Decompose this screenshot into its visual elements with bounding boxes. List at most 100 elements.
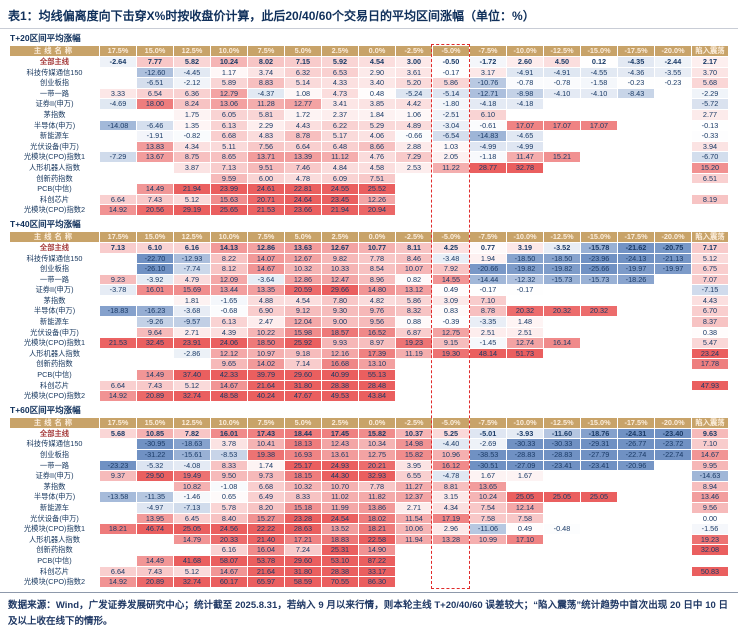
value-cell: 2.60 [507, 57, 543, 67]
table-row: 茅指数 10.82 -1.08 6.68 10.32 10.70 7.78 11.27 8.81… [10, 481, 728, 492]
value-cell: 21.53 [100, 338, 136, 348]
value-cell: 0.48 [369, 88, 385, 98]
value-cell: 23.99 [211, 184, 247, 194]
value-cell: 3.33 [100, 88, 136, 99]
value-cell: -20.96 [618, 460, 654, 471]
value-cell [100, 556, 136, 566]
value-cell: 6.10 [137, 242, 173, 253]
value-cell: 13.28 [433, 534, 469, 545]
value-cell: 14.13 [211, 242, 247, 253]
value-cell: 13.35 [248, 285, 284, 295]
value-cell [655, 163, 691, 173]
value-cell: -4.78 [433, 471, 469, 481]
value-cell [470, 391, 506, 401]
value-cell: 6.48 [322, 141, 358, 152]
value-cell: 13.10 [359, 359, 395, 370]
value-cell: 24.64 [285, 194, 321, 205]
value-cell [655, 205, 691, 215]
value-cell: 7.10 [692, 439, 728, 449]
value-cell: 1.67 [507, 471, 543, 481]
value-cell: 11.94 [396, 534, 432, 545]
value-cell: 8.81 [433, 481, 469, 492]
value-cell [507, 296, 543, 306]
value-cell: -1.72 [470, 57, 506, 67]
value-cell [100, 439, 136, 449]
value-cell [100, 68, 136, 78]
value-cell: 4.79 [174, 274, 210, 285]
value-cell [396, 359, 432, 369]
value-cell: 14.92 [100, 205, 136, 215]
value-cell [655, 545, 691, 555]
value-cell: 17.45 [322, 428, 358, 439]
value-cell: 6.68 [248, 481, 284, 492]
column-header: 2.5% [322, 231, 358, 242]
value-cell: -8.98 [507, 88, 543, 99]
value-cell: -13.58 [100, 492, 136, 502]
value-cell: 5.20 [396, 78, 432, 88]
value-cell [396, 195, 432, 205]
value-cell [544, 317, 580, 327]
value-cell [655, 121, 691, 131]
value-cell: 7.54 [470, 502, 506, 513]
value-cell: 9.50 [211, 471, 247, 481]
value-cell [100, 163, 136, 173]
value-cell: 7.43 [137, 566, 173, 577]
value-cell: 4.06 [359, 131, 395, 141]
value-cell: 40.99 [322, 370, 358, 380]
value-cell [396, 567, 432, 577]
column-header: -5.0% [433, 417, 469, 428]
value-cell [655, 370, 691, 380]
column-header: -15.0% [581, 417, 617, 428]
value-cell [618, 317, 654, 327]
value-cell [100, 142, 136, 152]
column-header: 5.0% [285, 417, 321, 428]
value-cell [618, 121, 654, 131]
value-cell [507, 174, 543, 184]
value-cell: 19.23 [692, 534, 728, 545]
value-cell: 10.99 [470, 534, 506, 545]
column-header-name: 主线名称 [10, 231, 99, 242]
value-cell [581, 285, 617, 295]
table-row: 科技传媒通信150 -30.95 -18.63 3.78 10.41 18.13 12.43… [10, 439, 728, 449]
value-cell: 6.00 [248, 173, 284, 184]
row-name: 创新药指数 [36, 545, 73, 555]
value-cell: 10.24 [470, 492, 506, 502]
value-cell: -20.66 [470, 264, 506, 274]
value-cell [507, 577, 543, 587]
value-cell: 4.25 [433, 242, 469, 253]
column-header: 0.0% [359, 231, 395, 242]
value-cell: 32.74 [174, 391, 210, 401]
value-cell: 12.43 [322, 439, 358, 449]
value-cell: 11.02 [322, 492, 358, 502]
value-cell: 13.61 [322, 450, 358, 460]
value-cell [100, 370, 136, 380]
column-header: 2.5% [322, 417, 358, 428]
value-cell: -14.08 [100, 120, 136, 131]
value-cell [470, 567, 506, 577]
value-cell: 32.74 [174, 577, 210, 587]
value-cell: 31.80 [285, 380, 321, 391]
value-cell [618, 503, 654, 513]
value-cell: 12.86 [248, 242, 284, 253]
column-header: -12.5% [544, 46, 580, 56]
value-cell: -2.29 [692, 88, 728, 99]
value-cell: 7.77 [137, 57, 173, 67]
value-cell: -5.32 [137, 460, 173, 471]
value-cell [544, 482, 580, 492]
value-cell [100, 328, 136, 338]
column-header: -15.0% [581, 46, 617, 56]
value-cell: 4.84 [322, 162, 358, 173]
value-cell [581, 205, 617, 215]
value-cell: -4.08 [174, 460, 210, 471]
value-cell [544, 514, 580, 524]
value-cell: 43.84 [359, 391, 395, 401]
value-cell [507, 482, 543, 492]
value-cell [581, 545, 617, 555]
value-cell: 1.17 [211, 67, 247, 78]
value-cell: 2.47 [248, 317, 284, 327]
title-divider [0, 28, 738, 29]
value-cell [655, 131, 691, 141]
value-cell: 12.16 [322, 348, 358, 359]
value-cell: -3.64 [248, 274, 284, 285]
value-cell [396, 391, 432, 401]
